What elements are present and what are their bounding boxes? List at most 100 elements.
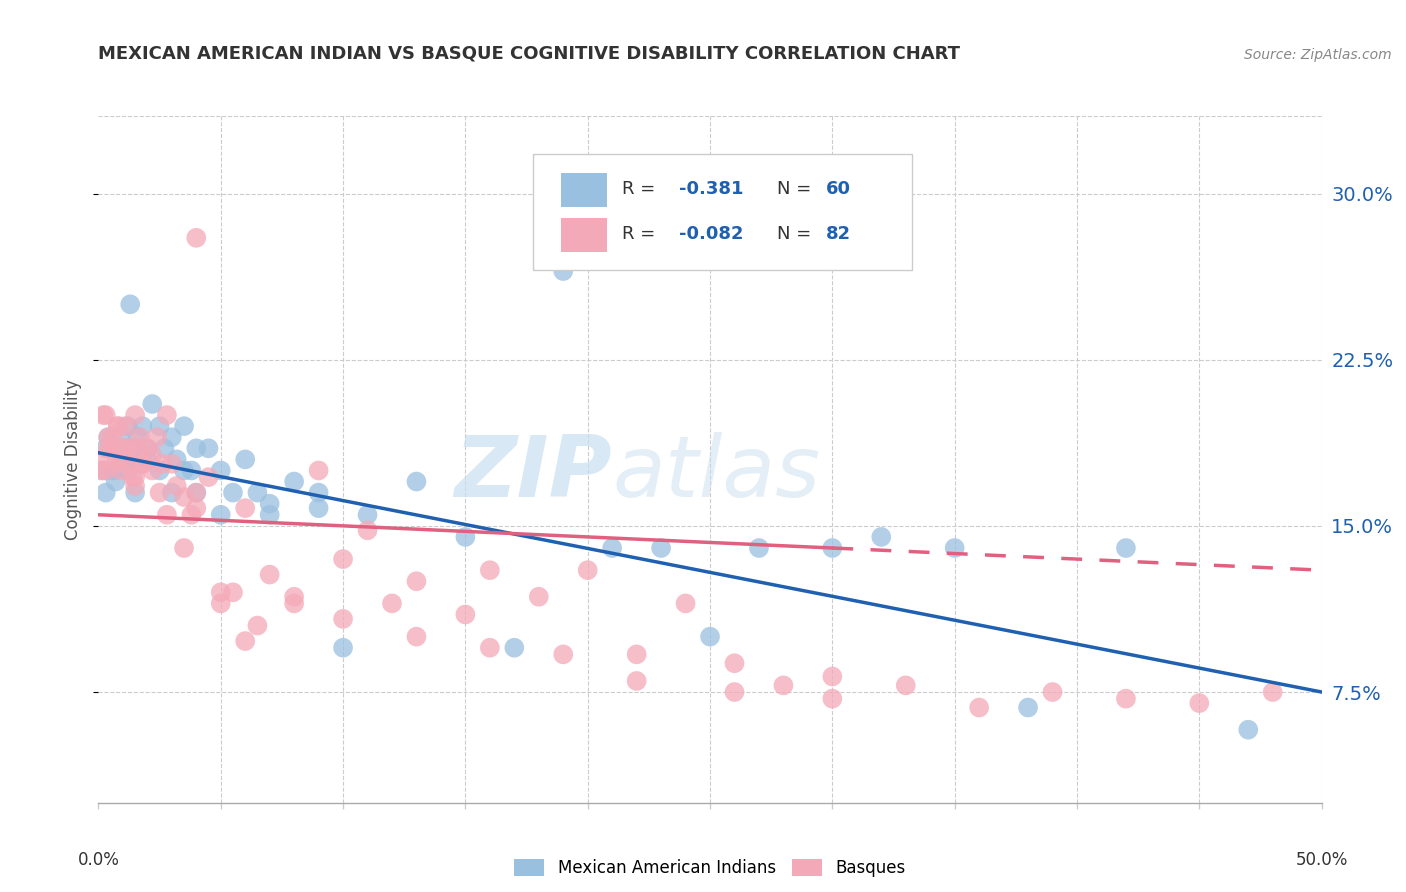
Text: 82: 82	[827, 225, 852, 244]
Point	[821, 669, 844, 683]
Point	[283, 590, 305, 604]
Point	[120, 297, 142, 311]
Point	[149, 419, 172, 434]
Text: 0.0%: 0.0%	[77, 851, 120, 869]
Point	[233, 501, 256, 516]
Point	[967, 700, 990, 714]
Point	[405, 574, 427, 589]
Point	[136, 452, 159, 467]
Y-axis label: Cognitive Disability: Cognitive Disability	[65, 379, 83, 540]
Point	[117, 419, 139, 434]
Point	[308, 485, 330, 500]
Point	[356, 523, 378, 537]
Point	[141, 463, 163, 477]
Point	[308, 463, 330, 477]
Point	[173, 463, 195, 477]
Point	[259, 497, 281, 511]
Point	[114, 442, 136, 456]
Point	[160, 430, 183, 444]
Text: ZIP: ZIP	[454, 432, 612, 515]
Text: Source: ZipAtlas.com: Source: ZipAtlas.com	[1244, 48, 1392, 62]
Point	[90, 463, 112, 477]
Point	[131, 457, 153, 471]
Point	[283, 596, 305, 610]
Point	[160, 457, 183, 471]
Point	[209, 463, 232, 477]
Point	[104, 475, 127, 489]
Point	[149, 485, 172, 500]
Text: atlas: atlas	[612, 432, 820, 515]
Text: 50.0%: 50.0%	[1295, 851, 1348, 869]
Point	[246, 618, 269, 632]
Point	[503, 640, 526, 655]
Point	[186, 485, 208, 500]
Point	[626, 673, 648, 688]
Point	[160, 485, 183, 500]
Point	[150, 457, 173, 471]
Point	[97, 430, 120, 444]
Point	[186, 231, 208, 245]
FancyBboxPatch shape	[561, 173, 607, 207]
Point	[894, 678, 917, 692]
Point	[156, 408, 179, 422]
Point	[675, 596, 697, 610]
Point	[186, 501, 208, 516]
Point	[180, 463, 202, 477]
Point	[173, 490, 195, 504]
Point	[723, 657, 745, 671]
Point	[283, 475, 305, 489]
Point	[124, 452, 146, 467]
Point	[121, 442, 143, 456]
Text: -0.082: -0.082	[679, 225, 744, 244]
Point	[478, 563, 501, 577]
Point	[222, 485, 245, 500]
Point	[101, 463, 124, 477]
Point	[110, 430, 132, 444]
Point	[141, 397, 163, 411]
Point	[233, 634, 256, 648]
Point	[405, 630, 427, 644]
Point	[209, 585, 232, 599]
Point	[124, 479, 146, 493]
Point	[141, 448, 163, 462]
Point	[156, 508, 179, 522]
Point	[186, 485, 208, 500]
Point	[101, 430, 124, 444]
Text: -0.381: -0.381	[679, 180, 744, 198]
Point	[149, 463, 172, 477]
Point	[381, 596, 404, 610]
Point	[699, 630, 721, 644]
Point	[94, 452, 117, 467]
Point	[173, 541, 195, 555]
Point	[576, 563, 599, 577]
Point	[246, 485, 269, 500]
Point	[91, 463, 114, 477]
Point	[197, 442, 219, 456]
Point	[136, 442, 159, 456]
Point	[136, 442, 159, 456]
Point	[146, 430, 169, 444]
Point	[626, 648, 648, 662]
Point	[1115, 541, 1137, 555]
Point	[943, 541, 966, 555]
Point	[332, 612, 354, 626]
Point	[94, 442, 117, 456]
Point	[1237, 723, 1260, 737]
Point	[107, 419, 129, 434]
Point	[600, 541, 623, 555]
Point	[107, 419, 129, 434]
Point	[209, 596, 232, 610]
Point	[1115, 691, 1137, 706]
Point	[129, 430, 152, 444]
Point	[153, 442, 176, 456]
Point	[94, 463, 117, 477]
Point	[124, 485, 146, 500]
Point	[117, 442, 139, 456]
Point	[405, 475, 427, 489]
Point	[186, 442, 208, 456]
Point	[197, 470, 219, 484]
Point	[100, 442, 122, 456]
Text: N =: N =	[778, 225, 817, 244]
Point	[107, 442, 129, 456]
Point	[478, 640, 501, 655]
